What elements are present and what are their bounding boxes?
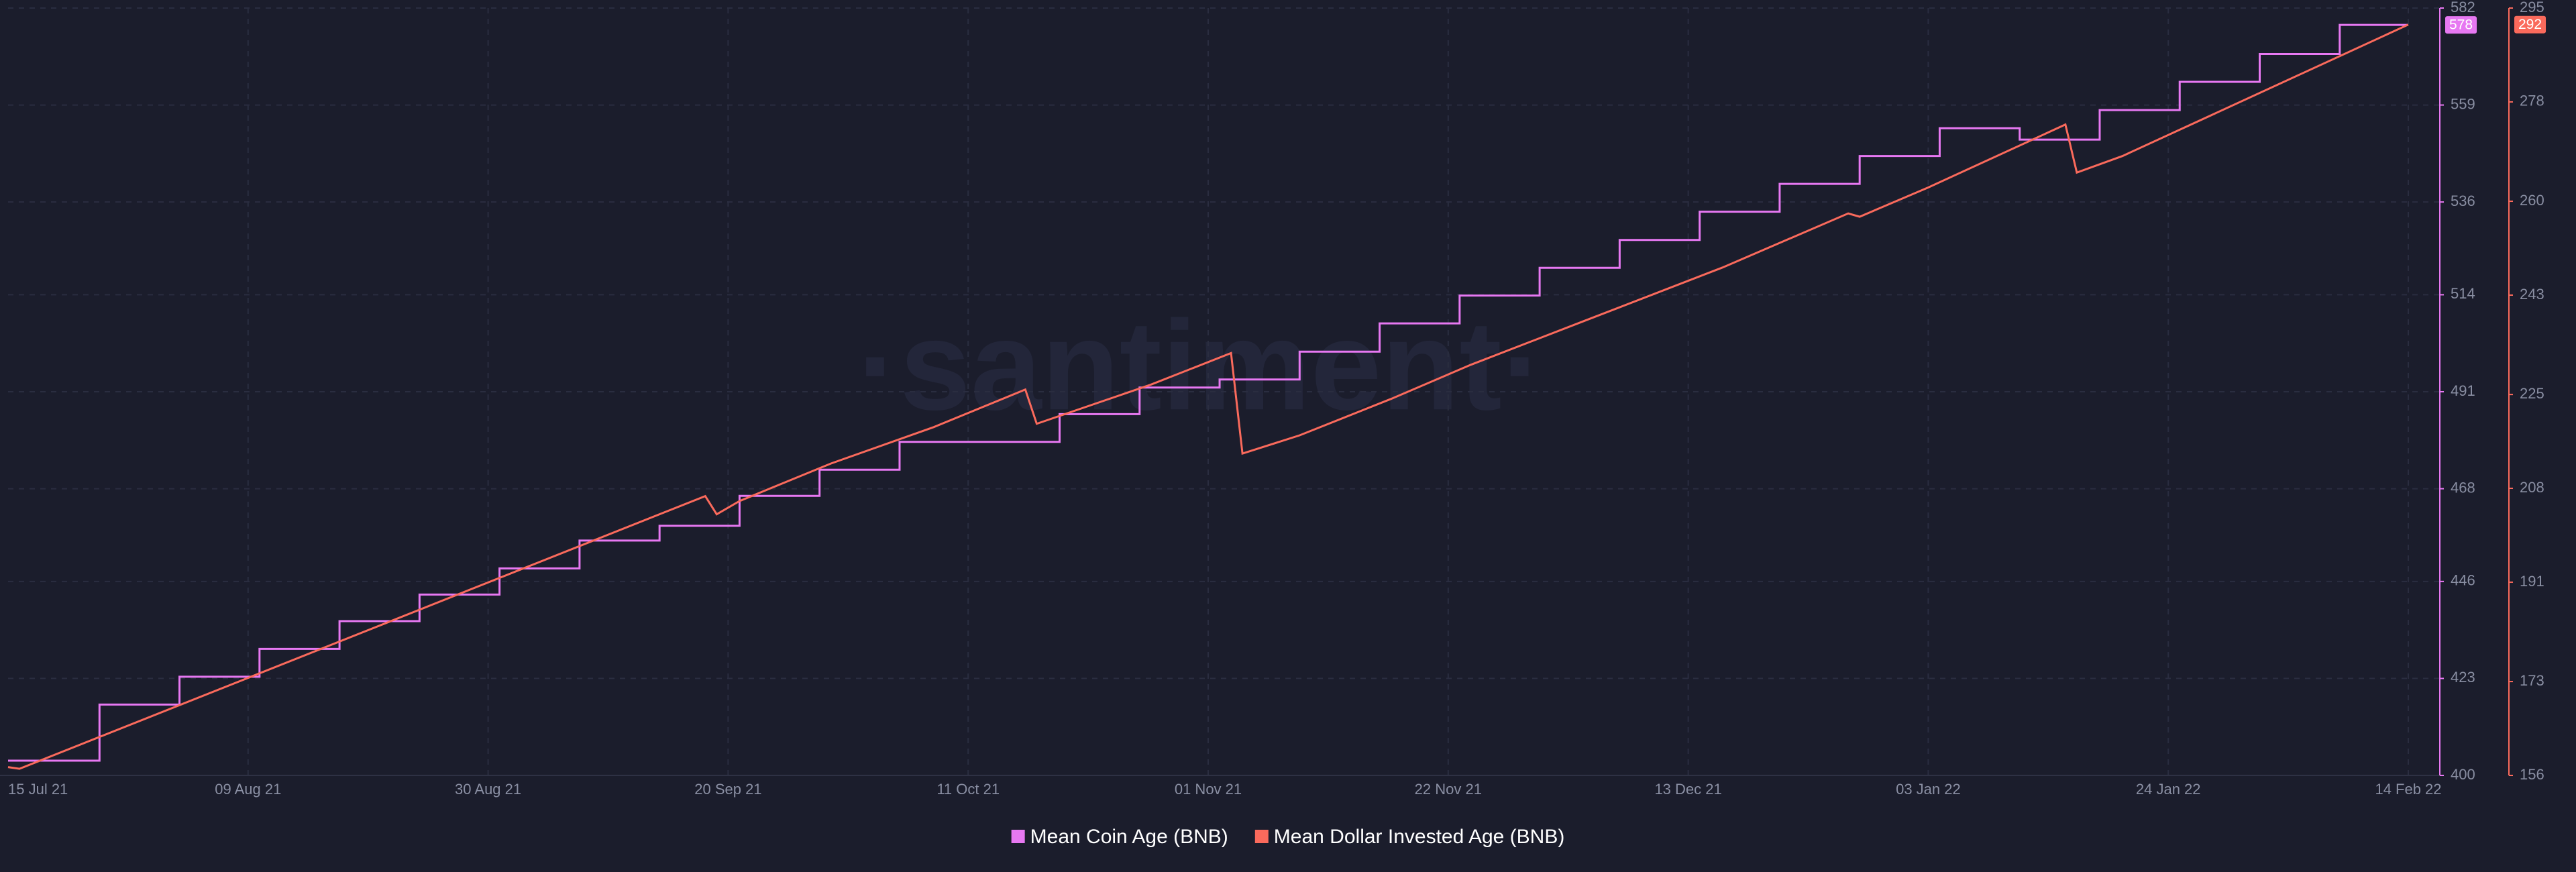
y-tick-label: 468 (2451, 479, 2475, 496)
x-tick-label: 09 Aug 21 (215, 781, 281, 798)
y-tick-label: 491 (2451, 382, 2475, 399)
y-tick-label: 582 (2451, 0, 2475, 15)
y-tick-label: 423 (2451, 669, 2475, 686)
x-tick-label: 11 Oct 21 (936, 781, 1000, 798)
x-tick-label: 30 Aug 21 (455, 781, 521, 798)
x-tick-label: 13 Dec 21 (1654, 781, 1721, 798)
y2-tick-label: 278 (2520, 93, 2544, 109)
y2-tick-label: 260 (2520, 192, 2544, 209)
y2-tick-label: 156 (2520, 766, 2544, 783)
y2-tick-label: 191 (2520, 573, 2544, 590)
y2-tick-label: 295 (2520, 0, 2544, 15)
x-tick-label: 15 Jul 21 (8, 781, 68, 798)
legend-swatch (1011, 830, 1025, 843)
x-tick-label: 01 Nov 21 (1175, 781, 1242, 798)
y-tick-label: 514 (2451, 285, 2475, 302)
x-tick-label: 03 Jan 22 (1896, 781, 1961, 798)
x-tick-label: 14 Feb 22 (2375, 781, 2441, 798)
y2-tick-label: 225 (2520, 385, 2544, 402)
y-tick-label: 559 (2451, 95, 2475, 112)
legend: Mean Coin Age (BNB) Mean Dollar Invested … (1011, 826, 1565, 848)
x-tick-label: 20 Sep 21 (694, 781, 761, 798)
series-line (7, 23, 2409, 770)
badge-box (2514, 15, 2546, 34)
y-tick-label: 536 (2451, 193, 2475, 209)
y-tick-label: 400 (2451, 766, 2475, 783)
x-tick-label: 24 Jan 22 (2136, 781, 2201, 798)
badge-box (2445, 16, 2477, 34)
series-line (8, 23, 2408, 762)
last-value-badge: 292 (2514, 15, 2546, 34)
y2-tick-label: 173 (2520, 672, 2544, 689)
y2-tick-label: 208 (2520, 479, 2544, 496)
legend-swatch (1254, 830, 1269, 843)
y2-tick-label: 243 (2520, 286, 2544, 303)
last-value-badge: 578 (2445, 16, 2477, 34)
legend-label: Mean Coin Age (BNB) (1030, 826, 1228, 848)
x-tick-label: 22 Nov 21 (1415, 781, 1482, 798)
badge-label: 578 (2449, 17, 2473, 33)
badge-label: 292 (2518, 17, 2542, 32)
legend-label: Mean Dollar Invested Age (BNB) (1274, 826, 1565, 848)
y-tick-label: 446 (2451, 572, 2475, 589)
